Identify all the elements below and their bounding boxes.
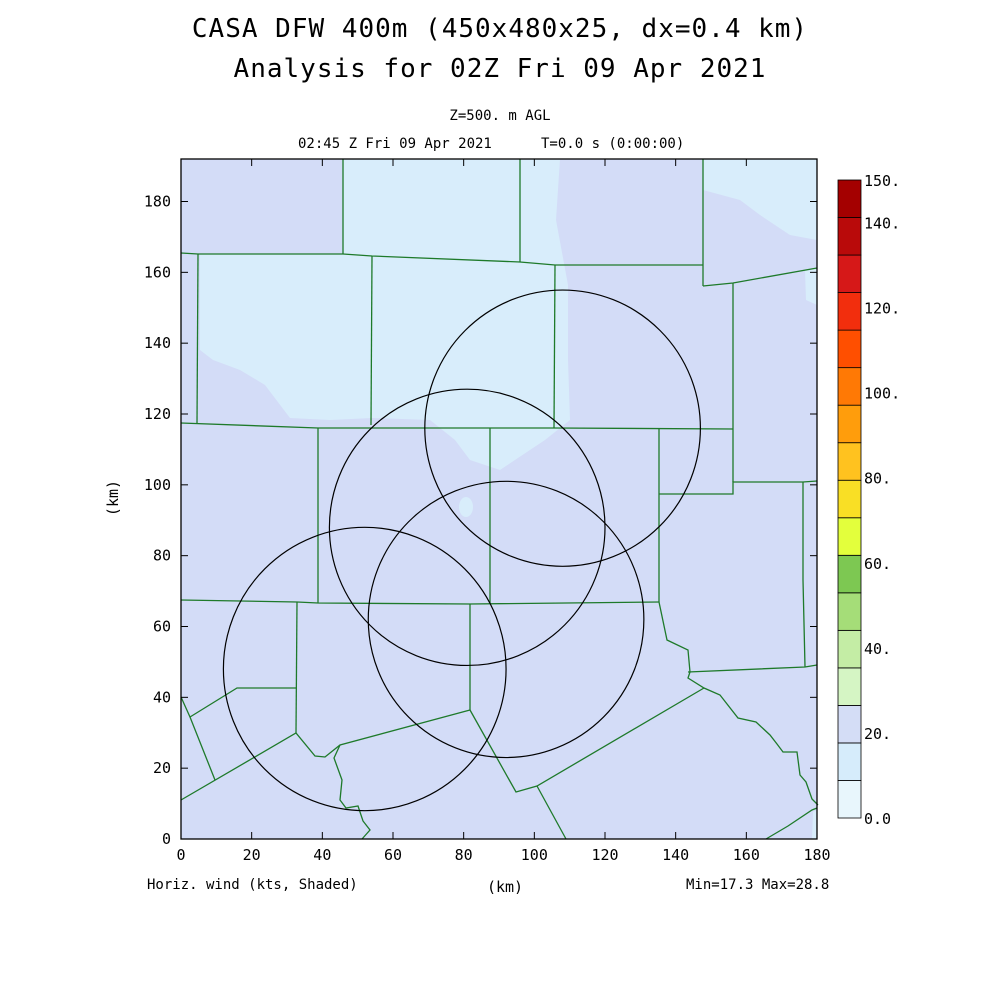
range-ring-4: [367, 480, 645, 759]
x-tick-label: 60: [384, 846, 402, 864]
colorbar-swatch: [837, 629, 862, 669]
county-boundaries: [180, 159, 819, 840]
range-ring-1: [424, 289, 701, 567]
x-axis: 0 20 40 60 80 100 120 140 160 180: [176, 159, 831, 864]
colorbar-swatch: [837, 404, 862, 444]
wind-shading-light-spot: [459, 497, 473, 517]
colorbar-swatch: [837, 329, 862, 369]
x-tick-label: 140: [662, 846, 689, 864]
colorbar-label: 40.: [864, 640, 891, 658]
title-line-2: Analysis for 02Z Fri 09 Apr 2021: [233, 54, 767, 84]
radar-range-rings: [222, 289, 701, 812]
y-tick-label: 80: [153, 547, 171, 565]
valid-time-label: 02:45 Z Fri 09 Apr 2021: [298, 136, 492, 152]
field-label: Horiz. wind (kts, Shaded): [147, 877, 358, 893]
x-tick-label: 160: [733, 846, 760, 864]
colorbar-label: 120.: [864, 300, 900, 318]
colorbar-label: 0.0: [864, 810, 891, 828]
colorbar-swatch: [837, 442, 862, 481]
colorbar-swatch: [837, 179, 862, 218]
title-line-1: CASA DFW 400m (450x480x25, dx=0.4 km): [191, 14, 809, 44]
color-scale-bar: 150. 140. 120. 100. 80. 60. 40. 20. 0.0: [837, 172, 900, 828]
range-ring-3: [222, 526, 507, 812]
colorbar-label: 140.: [864, 215, 900, 233]
colorbar-swatch: [837, 254, 862, 293]
y-axis-label: (km): [104, 480, 122, 516]
y-tick-label: 60: [153, 618, 171, 636]
colorbar-label: 150.: [864, 172, 900, 190]
forecast-time-label: T=0.0 s (0:00:00): [541, 136, 685, 152]
colorbar-label: 80.: [864, 470, 891, 488]
plot-frame: [180, 158, 818, 840]
colorbar-label: 20.: [864, 725, 891, 743]
wind-shading-light-se: [812, 810, 817, 839]
colorbar-swatch: [837, 517, 862, 556]
wind-shading-light-east: [805, 268, 817, 305]
y-tick-label: 20: [153, 759, 171, 777]
y-tick-label: 180: [144, 193, 171, 211]
colorbar-swatch: [837, 292, 862, 331]
y-tick-label: 120: [144, 405, 171, 423]
colorbar-swatch: [837, 367, 862, 406]
x-tick-label: 100: [521, 846, 548, 864]
y-tick-label: 0: [162, 830, 171, 848]
min-max-label: Min=17.3 Max=28.8: [686, 877, 830, 893]
colorbar-swatch: [837, 592, 862, 631]
colorbar-label: 60.: [864, 555, 891, 573]
y-tick-label: 140: [144, 334, 171, 352]
colorbar-swatch: [837, 705, 862, 744]
colorbar-swatch: [837, 554, 862, 594]
colorbar-swatch: [837, 479, 862, 519]
x-axis-label: (km): [487, 878, 523, 896]
colorbar-label: 100.: [864, 385, 900, 403]
colorbar-swatch: [837, 217, 862, 256]
wind-shading-light-ne: [703, 159, 817, 240]
range-ring-2: [328, 388, 606, 667]
colorbar-swatch: [837, 742, 862, 781]
y-tick-label: 100: [144, 476, 171, 494]
y-tick-label: 160: [144, 263, 171, 281]
level-label: Z=500. m AGL: [449, 108, 551, 124]
x-tick-label: 120: [591, 846, 618, 864]
x-tick-label: 80: [455, 846, 473, 864]
wind-shading-light-north: [343, 159, 570, 470]
x-tick-label: 40: [313, 846, 331, 864]
wind-shading-light-west: [200, 254, 372, 420]
y-axis: 0 20 40 60 80 100 120 140 160 180: [144, 193, 817, 848]
x-tick-label: 0: [176, 846, 185, 864]
colorbar-swatch: [837, 667, 862, 706]
y-tick-label: 40: [153, 688, 171, 706]
colorbar-swatch: [837, 780, 862, 819]
x-tick-label: 20: [243, 846, 261, 864]
x-tick-label: 180: [803, 846, 830, 864]
